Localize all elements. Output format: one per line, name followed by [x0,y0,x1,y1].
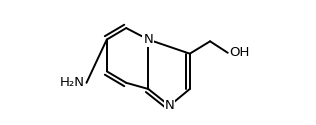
Text: N: N [165,99,174,112]
Text: H₂N: H₂N [60,76,85,89]
Text: N: N [143,33,153,46]
Text: OH: OH [229,46,250,59]
